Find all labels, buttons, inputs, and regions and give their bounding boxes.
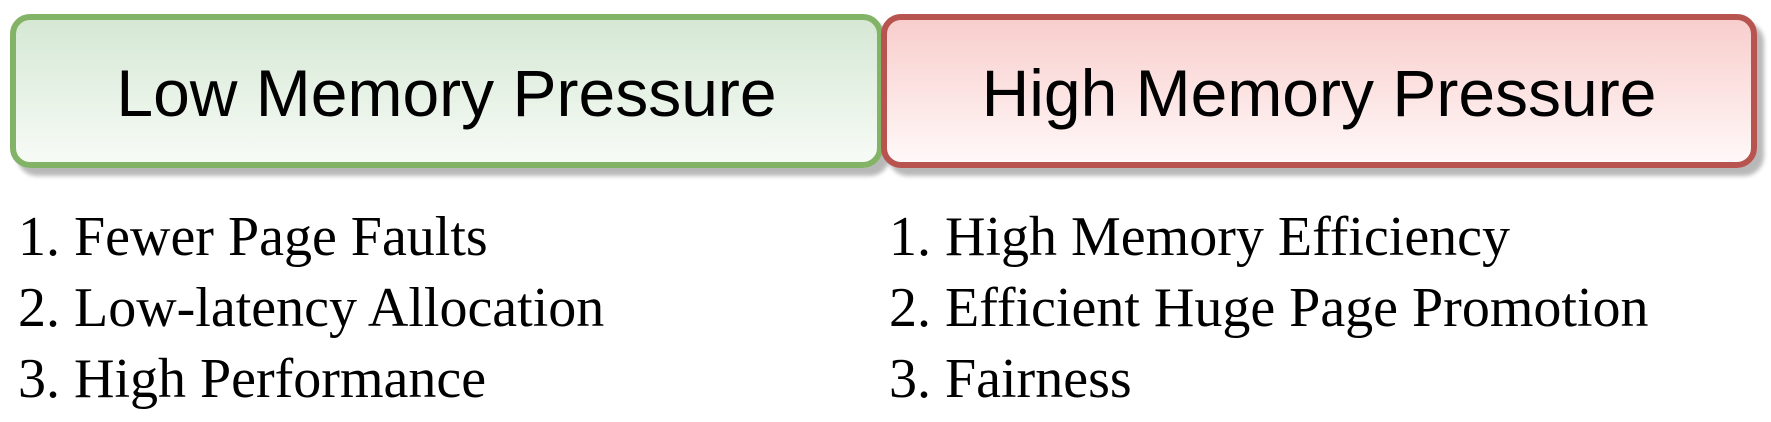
low-memory-pressure-box: Low Memory Pressure bbox=[10, 14, 883, 168]
low-pressure-goals-list: 1. Fewer Page Faults 2. Low-latency Allo… bbox=[18, 202, 604, 415]
low-pressure-goal-item: 3. High Performance bbox=[18, 348, 487, 410]
high-pressure-goal-item: 3. Fairness bbox=[889, 348, 1132, 410]
low-memory-pressure-title: Low Memory Pressure bbox=[116, 56, 777, 130]
high-memory-pressure-title: High Memory Pressure bbox=[981, 56, 1657, 130]
high-pressure-goal-item: 1. High Memory Efficiency bbox=[889, 206, 1511, 268]
low-pressure-goal-item: 2. Low-latency Allocation bbox=[18, 277, 605, 339]
high-memory-pressure-box: High Memory Pressure bbox=[881, 14, 1757, 168]
low-pressure-goal-item: 1. Fewer Page Faults bbox=[18, 206, 488, 268]
high-pressure-goal-item: 2. Efficient Huge Page Promotion bbox=[889, 277, 1649, 339]
high-pressure-goals-list: 1. High Memory Efficiency 2. Efficient H… bbox=[889, 202, 1649, 415]
